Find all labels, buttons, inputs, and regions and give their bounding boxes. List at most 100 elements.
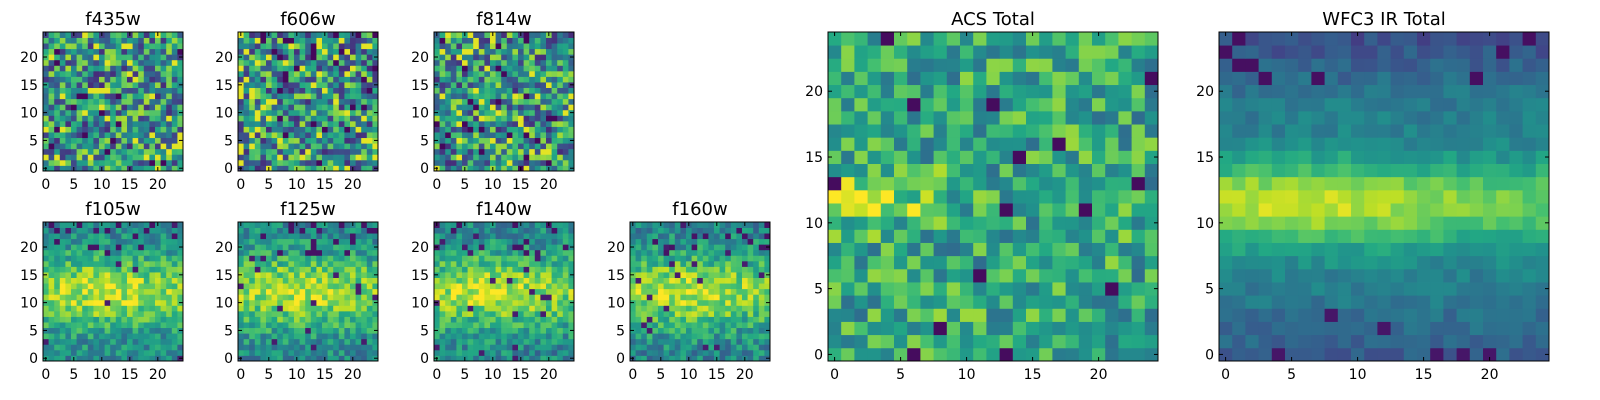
heatmap-cell	[366, 249, 373, 256]
heatmap-cell	[529, 288, 536, 295]
heatmap-cell	[702, 249, 709, 256]
heatmap-cell	[93, 154, 100, 161]
heatmap-cell	[177, 126, 184, 133]
heatmap-cell	[344, 82, 351, 88]
heatmap-cell	[714, 255, 720, 262]
heatmap-cell	[562, 98, 569, 105]
heatmap-cell	[82, 109, 89, 116]
heatmap-cell	[310, 227, 317, 234]
heatmap-cell	[266, 249, 272, 256]
heatmap-cell	[277, 115, 284, 122]
heatmap-cell	[686, 288, 692, 295]
heatmap-cell	[171, 344, 178, 351]
heatmap-cell	[93, 260, 100, 267]
heatmap-cell	[138, 249, 145, 256]
heatmap-cell	[473, 349, 480, 356]
heatmap-cell	[160, 115, 167, 122]
heatmap-cell	[742, 338, 748, 345]
heatmap-cell	[43, 283, 49, 290]
heatmap-cell	[93, 65, 100, 72]
heatmap-cell	[512, 165, 519, 172]
heatmap-cell	[736, 244, 743, 251]
heatmap-cell	[960, 295, 974, 309]
heatmap-cell	[702, 288, 709, 295]
heatmap-cell	[149, 288, 156, 295]
heatmap-cell	[282, 238, 289, 245]
heatmap-cell	[551, 115, 558, 122]
y-tick-label: 0	[420, 161, 429, 177]
heatmap-cell	[434, 132, 440, 139]
heatmap-cell	[557, 233, 564, 240]
heatmap-cell	[434, 255, 440, 262]
heatmap-cell	[82, 32, 89, 38]
heatmap-cell	[546, 283, 552, 290]
heatmap-cell	[288, 244, 295, 251]
heatmap-cell	[686, 316, 692, 323]
heatmap-cell	[333, 104, 340, 111]
heatmap-cell	[99, 344, 105, 351]
heatmap-cell	[361, 132, 368, 139]
heatmap-cell	[933, 308, 948, 322]
heatmap-cell	[260, 255, 267, 262]
heatmap-cell	[177, 93, 184, 100]
heatmap-cell	[282, 48, 289, 55]
heatmap-cell	[254, 277, 261, 284]
heatmap-cell	[149, 283, 156, 290]
heatmap-cell	[490, 115, 496, 122]
heatmap-cell	[562, 299, 569, 306]
heatmap-cell	[1118, 308, 1132, 322]
heatmap-cell	[249, 70, 256, 77]
heatmap-cell	[350, 283, 356, 290]
heatmap-cell	[764, 322, 771, 329]
heatmap-cell	[299, 137, 306, 144]
heatmap-cell	[177, 227, 184, 234]
heatmap-cell	[445, 272, 452, 278]
heatmap-cell	[546, 260, 552, 267]
heatmap-cell	[551, 227, 558, 234]
heatmap-cell	[1105, 229, 1119, 243]
heatmap-cell	[445, 277, 452, 284]
heatmap-cell	[99, 266, 105, 273]
heatmap-cell	[305, 344, 312, 351]
heatmap-cell	[43, 159, 49, 166]
heatmap-cell	[450, 98, 457, 105]
heatmap-cell	[149, 154, 156, 161]
heatmap-cell	[327, 327, 334, 334]
heatmap-cell	[355, 333, 362, 340]
heatmap-cell	[260, 43, 267, 50]
heatmap-cell	[663, 266, 670, 273]
heatmap-cell	[277, 93, 284, 100]
heatmap-cell	[518, 294, 524, 301]
heatmap-cell	[277, 283, 284, 290]
heatmap-cell	[260, 120, 267, 127]
heatmap-cell	[288, 137, 295, 144]
heatmap-cell	[355, 104, 362, 111]
heatmap-cell	[87, 148, 94, 155]
y-tick-label: 5	[29, 133, 38, 149]
heatmap-cell	[506, 165, 513, 172]
heatmap-cell	[730, 299, 737, 306]
heatmap-cell	[674, 349, 681, 356]
heatmap-cell	[48, 132, 55, 139]
heatmap-cell	[669, 255, 676, 262]
heatmap-cell	[266, 48, 272, 55]
heatmap-cell	[338, 244, 345, 251]
heatmap-cell	[277, 338, 284, 345]
heatmap-cell	[249, 137, 256, 144]
heatmap-cell	[456, 266, 463, 273]
y-tick-label: 10	[411, 106, 429, 122]
heatmap-cell	[1039, 176, 1053, 191]
heatmap-cell	[439, 244, 446, 251]
heatmap-cell	[540, 344, 547, 351]
heatmap-cell	[534, 70, 541, 77]
heatmap-cell	[48, 299, 55, 306]
heatmap-cell	[484, 109, 491, 116]
heatmap-cell	[736, 327, 743, 334]
heatmap-cell	[99, 272, 105, 278]
heatmap-cell	[1052, 295, 1066, 309]
heatmap-cell	[93, 143, 100, 150]
heatmap-cell	[322, 98, 328, 105]
heatmap-cell	[467, 43, 474, 50]
heatmap-cell	[260, 227, 267, 234]
heatmap-cell	[143, 272, 150, 278]
